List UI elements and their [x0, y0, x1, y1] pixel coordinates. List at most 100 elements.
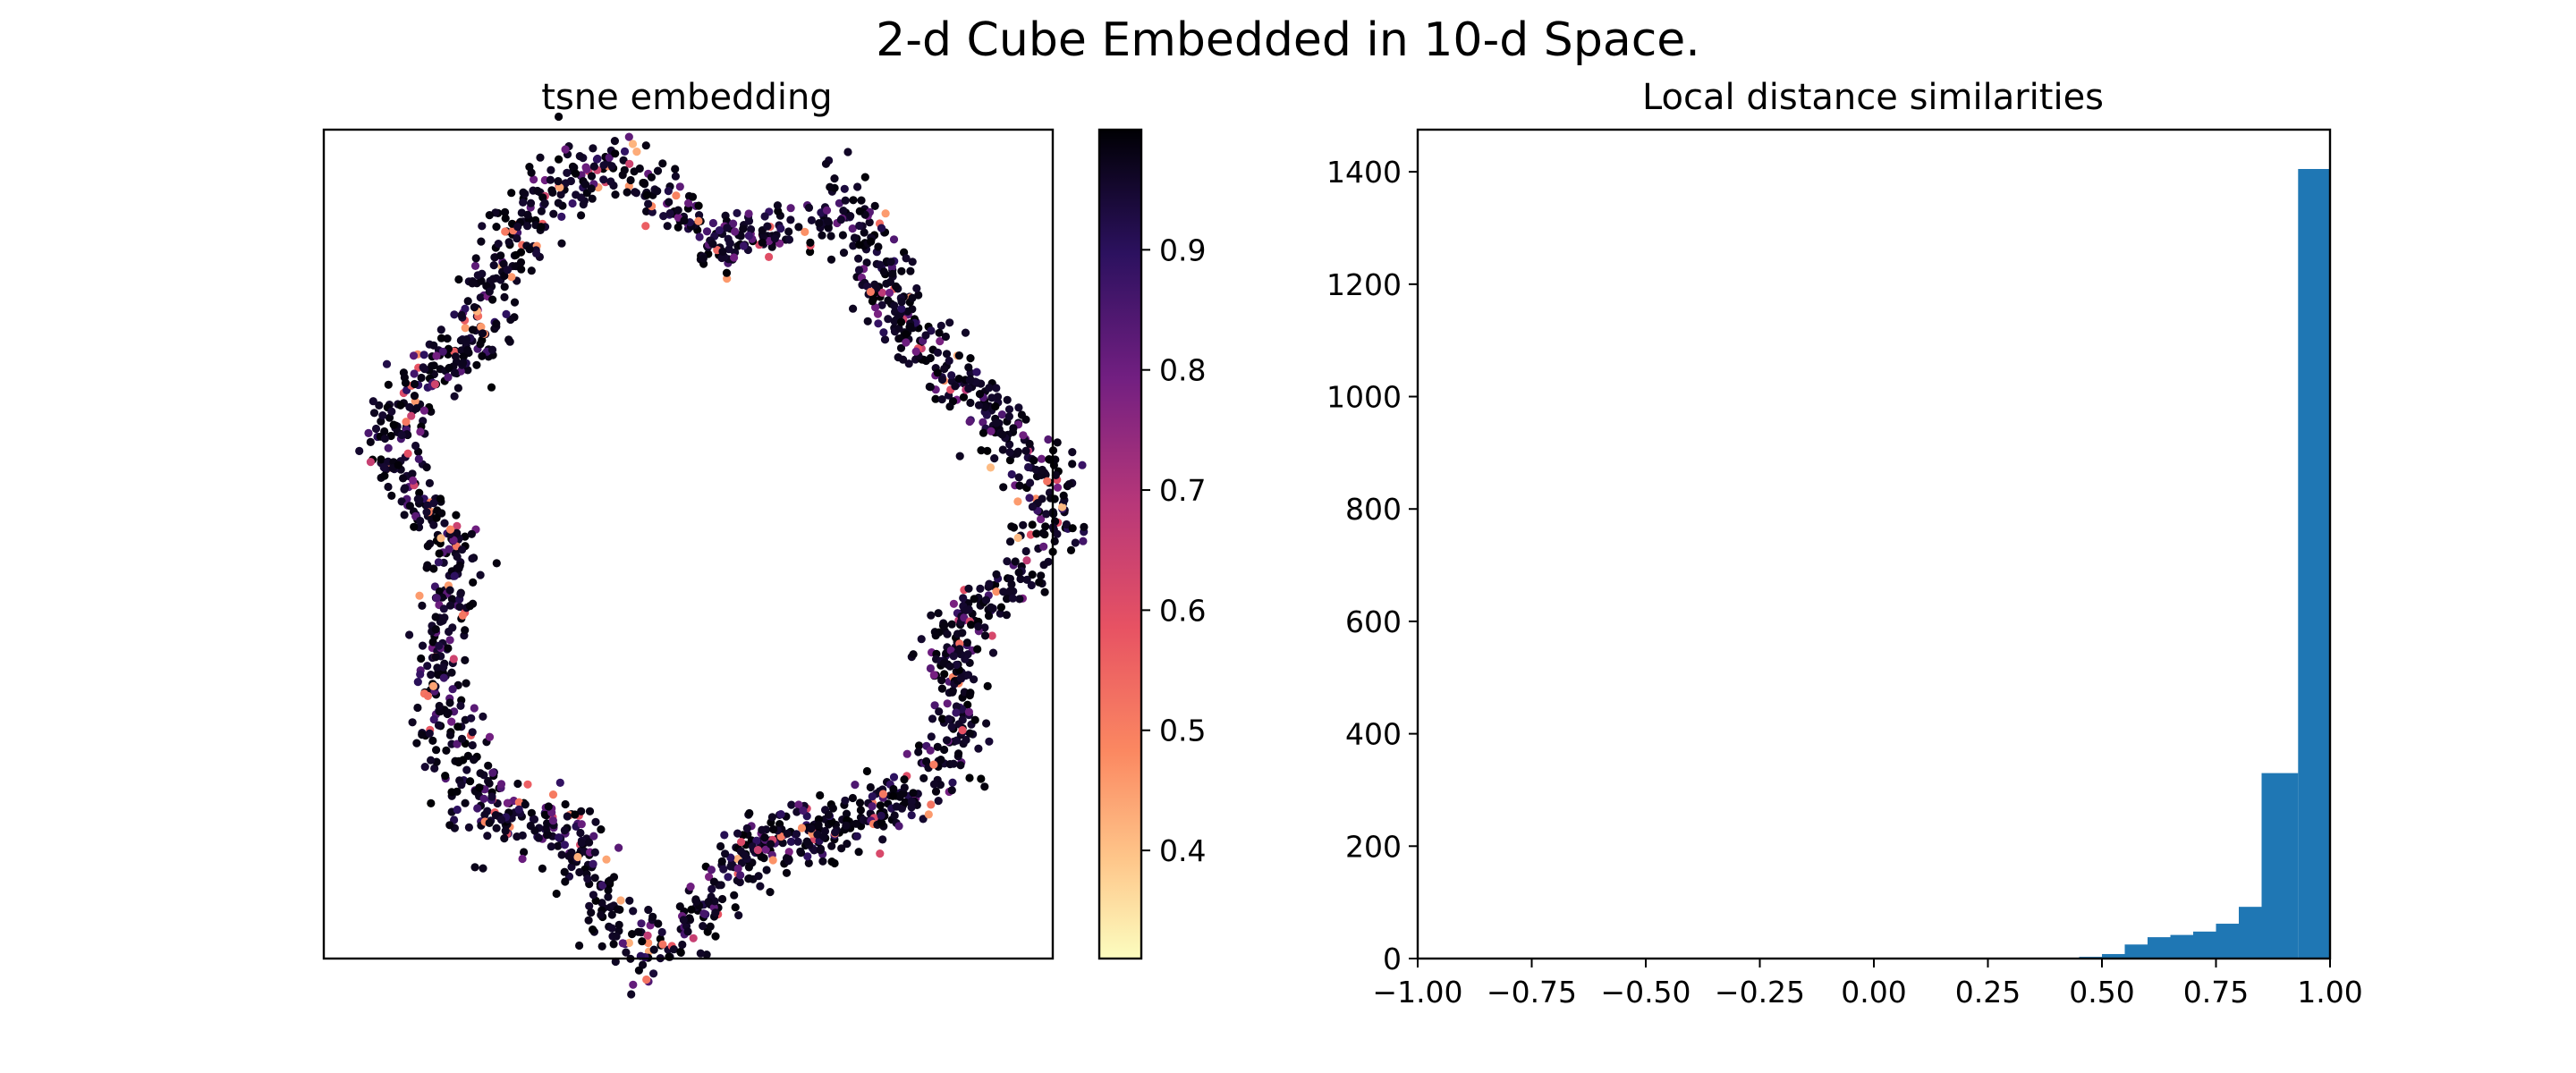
scatter-point [625, 896, 634, 905]
scatter-point [931, 631, 940, 640]
scatter-point [736, 232, 745, 241]
colorbar-ticks: 0.4 0.5 0.6 0.7 0.8 0.9 [1141, 232, 1206, 868]
scatter-point [985, 384, 994, 393]
figure-suptitle: 2-d Cube Embedded in 10-d Space. [876, 13, 1700, 67]
scatter-point [387, 407, 396, 416]
scatter-point [1003, 395, 1012, 404]
scatter-point [961, 328, 970, 337]
scatter-point [456, 589, 465, 598]
scatter-point [708, 240, 717, 249]
scatter-point [410, 369, 419, 378]
scatter-point [625, 159, 634, 168]
scatter-point [912, 283, 921, 293]
scatter-point [862, 258, 871, 267]
scatter-point [583, 874, 592, 883]
scatter-point [420, 763, 429, 772]
scatter-point [639, 178, 648, 188]
scatter-point [416, 427, 425, 436]
scatter-point [488, 768, 497, 777]
scatter-point [854, 848, 863, 857]
scatter-point [445, 636, 454, 645]
scatter-point [949, 652, 958, 661]
scatter-point [513, 832, 521, 841]
scatter-point [773, 201, 783, 210]
scatter-point [676, 947, 685, 957]
scatter-point [478, 222, 487, 231]
scatter-point [921, 331, 930, 340]
scatter-point [584, 916, 593, 925]
scatter-point [856, 806, 866, 815]
scatter-point [382, 359, 392, 368]
scatter-point [684, 199, 693, 207]
scatter-point [876, 801, 885, 810]
scatter-point [855, 207, 864, 215]
scatter-point [473, 804, 482, 813]
scatter-point [491, 811, 501, 820]
scatter-point [890, 811, 899, 820]
scatter-point [530, 175, 538, 184]
scatter-point [589, 859, 597, 868]
scatter-point [980, 782, 989, 791]
scatter-point [892, 282, 901, 291]
scatter-point [933, 348, 943, 357]
scatter-point [1068, 524, 1077, 533]
scatter-point [939, 659, 948, 668]
scatter-point [717, 253, 726, 263]
scatter-point [882, 279, 891, 288]
scatter-point [899, 355, 908, 364]
scatter-point [998, 430, 1007, 439]
scatter-point [784, 235, 794, 244]
scatter-point [733, 829, 742, 838]
scatter-point [965, 773, 974, 782]
scatter-point [468, 728, 477, 737]
scatter-point [1040, 587, 1049, 596]
scatter-point [653, 166, 663, 175]
scatter-point [1002, 611, 1011, 620]
scatter-point [430, 380, 439, 389]
scatter-point [628, 139, 638, 148]
scatter-point [815, 219, 824, 228]
scatter-point [954, 720, 963, 729]
scatter-point [902, 749, 911, 758]
scatter-point [850, 233, 860, 242]
scatter-point [507, 273, 516, 282]
y-tick-label: 800 [1345, 492, 1402, 527]
scatter-point [941, 332, 950, 342]
scatter-point [429, 564, 438, 573]
scatter-point [827, 841, 836, 850]
scatter-point [836, 215, 845, 224]
scatter-point [906, 322, 915, 331]
scatter-point [427, 798, 436, 808]
scatter-point [687, 905, 696, 914]
scatter-point [956, 761, 965, 770]
scatter-point [992, 570, 1001, 579]
scatter-point [848, 793, 858, 803]
scatter-point [717, 857, 726, 866]
scatter-point [849, 304, 858, 313]
scatter-point [432, 594, 441, 603]
scatter-point [1025, 439, 1034, 448]
scatter-point [745, 808, 754, 818]
colorbar: 0.4 0.5 0.6 0.7 0.8 0.9 [1097, 128, 1206, 960]
scatter-point [804, 858, 813, 868]
scatter-point [375, 401, 384, 410]
scatter-point [418, 731, 427, 739]
scatter-point [587, 908, 596, 917]
scatter-point [427, 756, 436, 765]
scatter-point [1028, 570, 1037, 579]
scatter-point [476, 293, 485, 302]
scatter-point [453, 787, 462, 796]
scatter-point [865, 218, 874, 227]
scatter-point [1079, 536, 1088, 545]
scatter-point [678, 940, 687, 950]
histogram-bar [2170, 934, 2193, 959]
scatter-point [501, 826, 510, 835]
scatter-point [896, 343, 906, 352]
scatter-point [432, 351, 441, 360]
scatter-point [984, 612, 994, 621]
scatter-point [527, 168, 536, 177]
scatter-point [1025, 494, 1034, 503]
scatter-point [616, 896, 625, 905]
scatter-point [432, 746, 441, 755]
scatter-point [552, 889, 561, 899]
